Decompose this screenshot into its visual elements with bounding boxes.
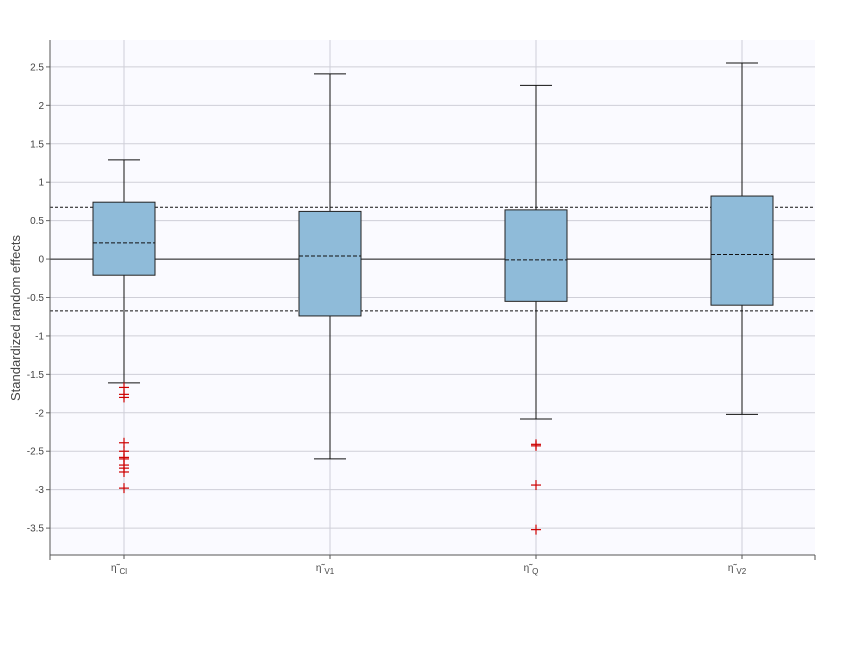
- x-tick-symbol: η̃: [524, 563, 534, 574]
- x-tick-symbol: η̃: [111, 563, 121, 574]
- box-q: [504, 84, 568, 420]
- x-tick-subscript: Q: [532, 567, 538, 576]
- y-tick-label: -1.5: [27, 370, 45, 381]
- outlier-point: [119, 437, 129, 448]
- box-cl: [92, 159, 156, 384]
- axes: [46, 40, 816, 560]
- y-axis-label: Standardized random effects: [8, 235, 23, 401]
- x-tick-subscript: V1: [324, 567, 334, 576]
- y-tick-label: 1: [38, 178, 44, 189]
- x-tick-label: η̃ Cl: [111, 563, 127, 576]
- reference-lines: [50, 206, 815, 312]
- outlier-point: [119, 483, 129, 494]
- outlier-point: [531, 440, 541, 451]
- y-tick-label: -3.5: [27, 524, 45, 535]
- y-tick-label: 2.5: [30, 62, 44, 73]
- boxes: [92, 62, 774, 460]
- y-tick-label: 1.5: [30, 139, 44, 150]
- x-tick-subscript: Cl: [120, 567, 128, 576]
- iqr-box: [504, 209, 568, 302]
- iqr-box: [710, 195, 774, 306]
- y-tick-label: -1: [35, 331, 44, 342]
- iqr-box: [298, 210, 362, 317]
- outlier-point: [531, 524, 541, 535]
- y-tick-label: 0: [38, 255, 44, 266]
- y-tick-label: -3: [35, 485, 44, 496]
- x-tick-label: η̃ Q: [524, 563, 539, 576]
- y-tick-label: -0.5: [27, 293, 45, 304]
- y-tick-label: 0.5: [30, 216, 44, 227]
- x-tick-label: η̃ V1: [316, 563, 335, 576]
- outlier-point: [119, 466, 129, 477]
- x-tick-label: η̃ V2: [728, 563, 747, 576]
- y-tick-label: -2.5: [27, 447, 45, 458]
- x-tick-symbol: η̃: [316, 563, 326, 574]
- x-tick-subscript: V2: [736, 567, 746, 576]
- outlier-point: [119, 392, 129, 403]
- x-tick-symbol: η̃: [728, 563, 738, 574]
- box-v2: [710, 62, 774, 415]
- y-tick-label: 2: [38, 101, 44, 112]
- outliers: [119, 382, 541, 535]
- y-tick-label: -2: [35, 408, 44, 419]
- iqr-box: [92, 201, 156, 276]
- y-tick-labels: 2.5 2 1.5 1 0.5 0 -0.5 -1 -1.5 -2 -2.5 -3 -3.5: [27, 62, 45, 534]
- box-v1: [298, 73, 362, 460]
- outlier-point: [531, 480, 541, 491]
